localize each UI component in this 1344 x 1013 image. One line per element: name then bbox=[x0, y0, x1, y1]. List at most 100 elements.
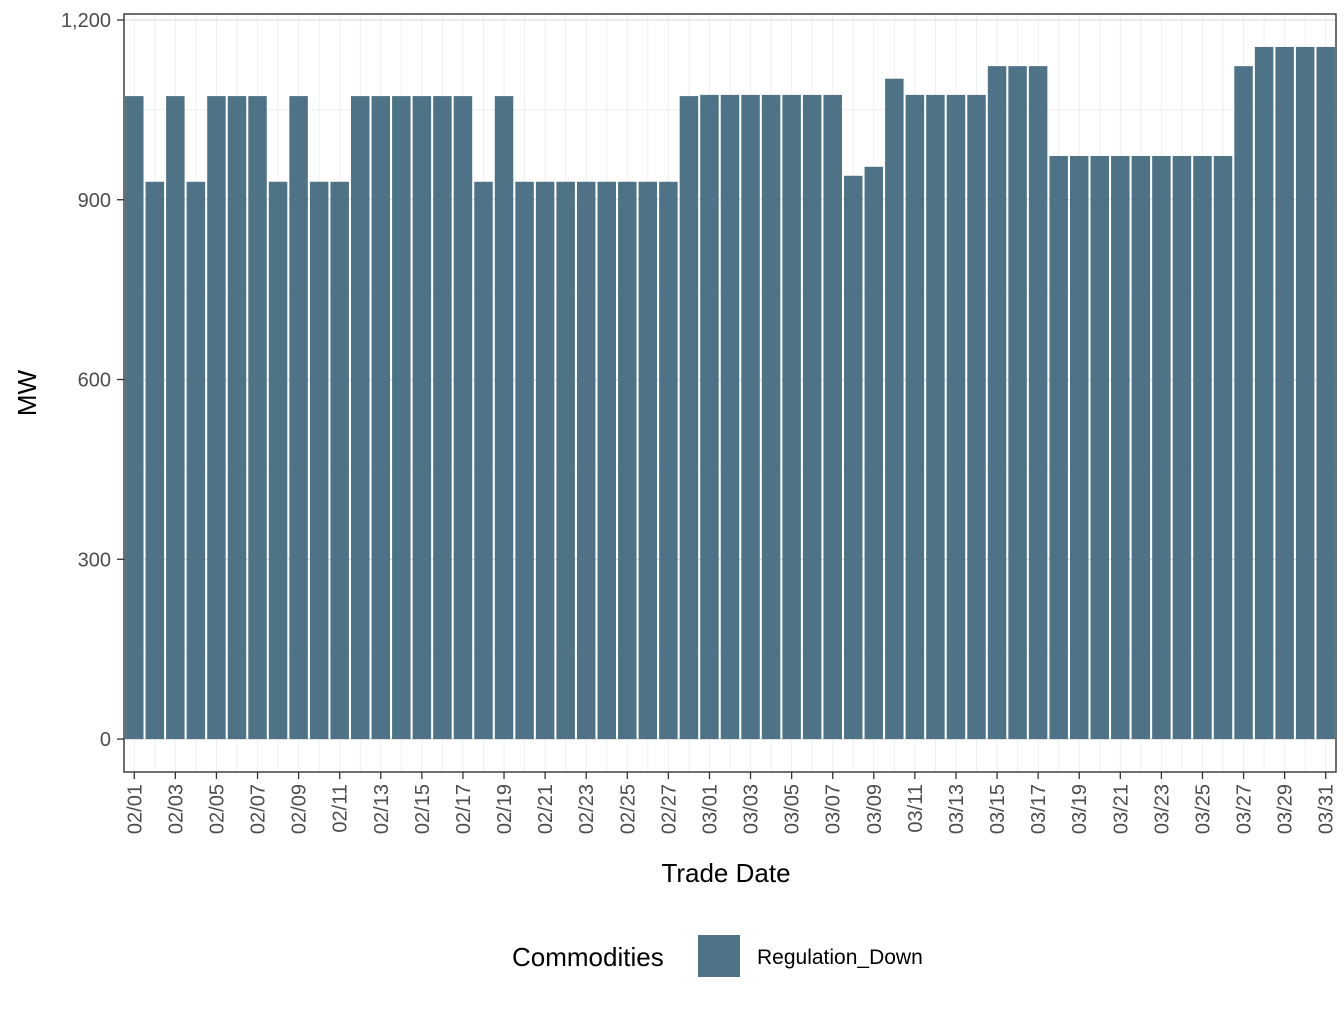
bar-02-20 bbox=[515, 181, 534, 740]
y-tick-label: 600 bbox=[78, 370, 111, 392]
x-tick-label: 03/11 bbox=[905, 784, 927, 833]
x-axis-title: Trade Date bbox=[661, 858, 790, 888]
legend-key-regulation-down bbox=[698, 935, 740, 977]
bar-02-19 bbox=[494, 96, 514, 740]
x-tick-label: 03/21 bbox=[1110, 784, 1132, 834]
bar-03-02 bbox=[720, 94, 740, 740]
bar-02-18 bbox=[474, 181, 493, 740]
y-tick-label: 900 bbox=[78, 190, 111, 212]
bar-02-21 bbox=[535, 181, 555, 740]
bar-03-23 bbox=[1152, 156, 1171, 740]
bar-03-29 bbox=[1275, 46, 1294, 740]
x-tick-label: 02/05 bbox=[206, 784, 228, 834]
legend: Commodities Regulation_Down bbox=[512, 935, 923, 977]
bar-02-13 bbox=[371, 96, 391, 740]
bar-02-09 bbox=[289, 96, 308, 740]
bar-02-28 bbox=[679, 96, 699, 740]
bar-03-24 bbox=[1172, 156, 1192, 740]
bar-02-02 bbox=[145, 181, 165, 740]
x-tick-label: 03/17 bbox=[1028, 784, 1050, 834]
bar-02-07 bbox=[248, 96, 267, 740]
bar-03-01 bbox=[700, 94, 719, 740]
x-tick-label: 03/01 bbox=[699, 784, 721, 834]
bar-03-14 bbox=[967, 94, 986, 740]
x-tick-label: 03/13 bbox=[946, 784, 968, 834]
bar-03-04 bbox=[761, 94, 781, 740]
bar-02-06 bbox=[227, 96, 247, 740]
bar-02-17 bbox=[453, 96, 473, 740]
bar-02-11 bbox=[330, 181, 349, 740]
bar-02-01 bbox=[125, 96, 144, 740]
x-tick-label: 02/09 bbox=[289, 784, 311, 834]
x-tick-label: 03/09 bbox=[864, 784, 886, 834]
bar-02-23 bbox=[576, 181, 596, 740]
bar-02-15 bbox=[412, 96, 432, 740]
bar-03-09 bbox=[864, 166, 884, 740]
x-tick-label: 02/13 bbox=[371, 784, 393, 834]
legend-label-regulation-down: Regulation_Down bbox=[757, 946, 923, 969]
x-tick-label: 03/05 bbox=[782, 784, 804, 834]
x-tick-label: 02/27 bbox=[658, 784, 680, 834]
x-tick-label: 02/03 bbox=[165, 784, 187, 834]
bar-02-10 bbox=[309, 181, 329, 740]
bar-03-08 bbox=[844, 175, 863, 740]
bar-02-22 bbox=[556, 181, 575, 740]
bar-02-03 bbox=[166, 96, 185, 740]
y-tick-label: 1,200 bbox=[61, 10, 111, 32]
bar-03-10 bbox=[885, 78, 904, 740]
bar-02-04 bbox=[186, 181, 206, 740]
bar-03-22 bbox=[1131, 156, 1151, 740]
x-tick-label: 03/15 bbox=[987, 784, 1009, 834]
bar-03-19 bbox=[1069, 156, 1089, 740]
bar-03-05 bbox=[782, 94, 801, 740]
bar-02-08 bbox=[268, 181, 288, 740]
y-axis: 0 300 600 900 1,200 bbox=[61, 10, 124, 751]
x-tick-label: 03/03 bbox=[741, 784, 763, 834]
bar-03-07 bbox=[823, 94, 842, 740]
bar-03-18 bbox=[1049, 156, 1068, 740]
bar-03-15 bbox=[987, 66, 1007, 740]
bar-03-06 bbox=[802, 94, 822, 740]
bar-02-26 bbox=[638, 181, 658, 740]
bar-03-17 bbox=[1028, 66, 1048, 740]
bar-03-30 bbox=[1295, 46, 1315, 740]
y-tick-label: 0 bbox=[100, 729, 111, 751]
bar-02-27 bbox=[659, 181, 678, 740]
x-tick-label: 02/07 bbox=[248, 784, 270, 834]
bar-02-24 bbox=[597, 181, 616, 740]
x-tick-label: 02/15 bbox=[412, 784, 434, 834]
bar-03-03 bbox=[741, 94, 760, 740]
bar-03-26 bbox=[1213, 156, 1233, 740]
x-tick-label: 03/23 bbox=[1151, 784, 1173, 834]
x-tick-label: 02/01 bbox=[124, 784, 146, 834]
bar-03-25 bbox=[1193, 156, 1212, 740]
legend-title: Commodities bbox=[512, 942, 664, 972]
x-tick-label: 02/17 bbox=[453, 784, 475, 834]
bar-03-11 bbox=[905, 94, 925, 740]
bar-03-12 bbox=[926, 94, 945, 740]
bar-02-05 bbox=[207, 96, 226, 740]
x-tick-label: 03/19 bbox=[1069, 784, 1091, 834]
bar-03-21 bbox=[1111, 156, 1130, 740]
bar-02-14 bbox=[392, 96, 411, 740]
plot-border bbox=[123, 13, 1337, 773]
y-tick-label: 300 bbox=[78, 549, 111, 571]
x-axis: 02/01 02/03 02/05 02/07 02/09 02/11 02/13 02/15… bbox=[124, 772, 1338, 834]
bar-03-20 bbox=[1090, 156, 1110, 740]
x-tick-label: 02/23 bbox=[576, 784, 598, 834]
x-tick-label: 03/07 bbox=[823, 784, 845, 834]
x-tick-label: 03/31 bbox=[1316, 784, 1338, 834]
bar-03-27 bbox=[1234, 66, 1253, 740]
bar-03-13 bbox=[946, 94, 966, 740]
bar-02-25 bbox=[618, 181, 637, 740]
x-tick-label: 02/25 bbox=[617, 784, 639, 834]
bar-02-12 bbox=[350, 96, 370, 740]
x-tick-label: 03/27 bbox=[1234, 784, 1256, 834]
y-axis-title: MW bbox=[12, 369, 42, 416]
bar-03-31 bbox=[1316, 46, 1335, 740]
x-tick-label: 02/21 bbox=[535, 784, 557, 834]
bar-02-16 bbox=[433, 96, 452, 740]
bar-03-28 bbox=[1254, 46, 1274, 740]
